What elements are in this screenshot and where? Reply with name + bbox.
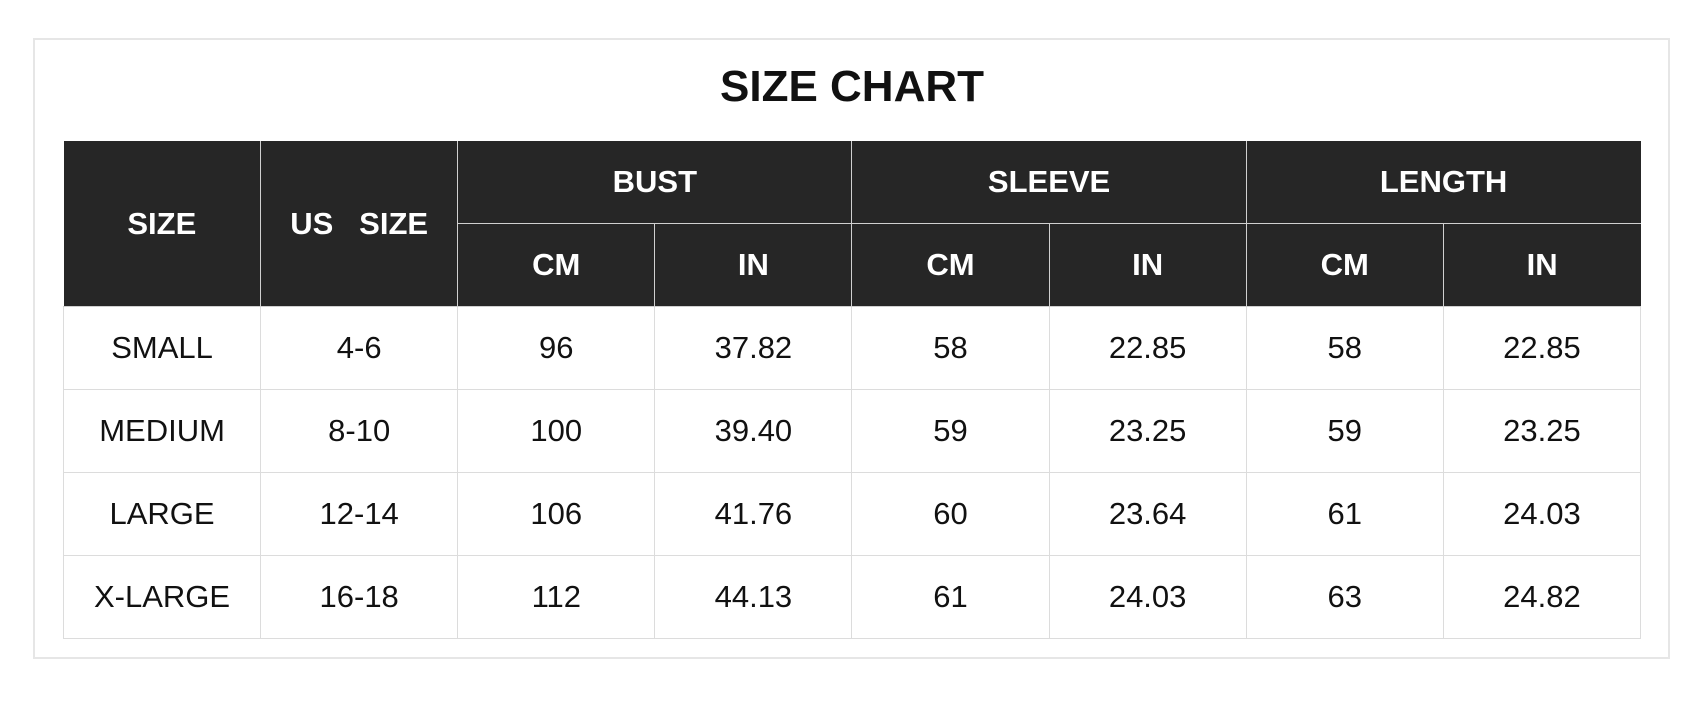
header-bust: BUST	[457, 141, 853, 224]
table-row: X-LARGE 16-18 112 44.13 61 24.03 63 24.82	[62, 555, 1642, 639]
table-cell: 22.85	[1048, 306, 1247, 390]
table-cell: 24.82	[1442, 555, 1642, 639]
table-cell: 44.13	[654, 555, 853, 639]
table-cell: 61	[1245, 472, 1444, 556]
table-cell: 23.25	[1048, 389, 1247, 473]
table-cell: 16-18	[260, 555, 459, 639]
table-cell: 59	[1245, 389, 1444, 473]
table-cell: 37.82	[654, 306, 853, 390]
table-cell: X-LARGE	[62, 555, 262, 639]
header-unit: CM	[851, 223, 1050, 307]
header-length: LENGTH	[1245, 141, 1641, 224]
table-cell: 112	[457, 555, 656, 639]
table-cell: 24.03	[1442, 472, 1642, 556]
header-unit: CM	[1245, 223, 1444, 307]
header-row-groups: SIZE US SIZE BUST SLEEVE LENGTH	[63, 141, 1641, 307]
table-cell: 61	[851, 555, 1050, 639]
size-chart-table: SIZE US SIZE BUST SLEEVE LENGTH CM IN CM…	[62, 141, 1642, 639]
table-cell: 100	[457, 389, 656, 473]
table-cell: 60	[851, 472, 1050, 556]
table-cell: MEDIUM	[62, 389, 262, 473]
header-size: SIZE	[63, 141, 262, 307]
table-cell: 4-6	[260, 306, 459, 390]
table-cell: 23.64	[1048, 472, 1247, 556]
table-cell: 106	[457, 472, 656, 556]
table-cell: 12-14	[260, 472, 459, 556]
header-us-size: US SIZE	[260, 141, 459, 307]
table-cell: 63	[1245, 555, 1444, 639]
header-unit: CM	[457, 223, 656, 307]
table-cell: LARGE	[62, 472, 262, 556]
table-cell: 39.40	[654, 389, 853, 473]
table-row: MEDIUM 8-10 100 39.40 59 23.25 59 23.25	[62, 389, 1642, 473]
table-cell: 58	[1245, 306, 1444, 390]
table-cell: SMALL	[62, 306, 262, 390]
header-row-units: CM IN CM IN CM IN	[64, 223, 1641, 307]
chart-frame	[33, 38, 1670, 659]
table-cell: 58	[851, 306, 1050, 390]
table-cell: 23.25	[1442, 389, 1642, 473]
header-unit: IN	[1442, 223, 1641, 307]
table-cell: 41.76	[654, 472, 853, 556]
header-sleeve: SLEEVE	[851, 141, 1247, 224]
header-unit: IN	[654, 223, 853, 307]
table-cell: 59	[851, 389, 1050, 473]
table-cell: 24.03	[1048, 555, 1247, 639]
table-cell: 96	[457, 306, 656, 390]
table-row: LARGE 12-14 106 41.76 60 23.64 61 24.03	[62, 472, 1642, 556]
table-row: SMALL 4-6 96 37.82 58 22.85 58 22.85	[62, 306, 1642, 390]
table-cell: 8-10	[260, 389, 459, 473]
page-title: SIZE CHART	[720, 62, 984, 111]
table-cell: 22.85	[1442, 306, 1642, 390]
header-unit: IN	[1048, 223, 1247, 307]
